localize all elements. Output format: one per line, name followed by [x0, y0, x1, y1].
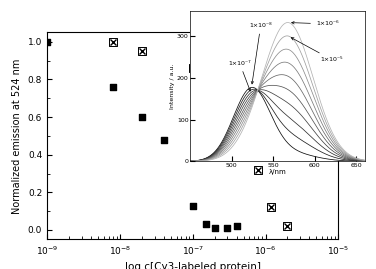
- Point: [241, 139, 247, 144]
- Point: [233, 224, 240, 228]
- Point: [44, 40, 50, 44]
- Point: [161, 137, 167, 142]
- Point: [224, 96, 230, 100]
- Text: 1×10⁻⁵: 1×10⁻⁵: [291, 38, 343, 62]
- Point: [212, 226, 218, 230]
- Text: 1×10⁻⁸: 1×10⁻⁸: [249, 23, 272, 84]
- Point: [190, 66, 196, 70]
- Text: 1×10⁻⁷: 1×10⁻⁷: [229, 61, 251, 91]
- Point: [203, 222, 209, 226]
- Point: [285, 224, 291, 228]
- Point: [110, 85, 116, 89]
- Point: [139, 115, 145, 119]
- Text: 1×10⁻⁶: 1×10⁻⁶: [292, 22, 338, 26]
- Point: [139, 49, 145, 53]
- Point: [255, 168, 261, 172]
- Point: [110, 40, 116, 44]
- X-axis label: log c[Cy3-labeled protein]: log c[Cy3-labeled protein]: [125, 262, 261, 269]
- Y-axis label: Intensity / a.u.: Intensity / a.u.: [170, 63, 175, 109]
- Y-axis label: Normalized emission at 524 nm: Normalized emission at 524 nm: [12, 58, 22, 214]
- Point: [268, 205, 274, 210]
- Point: [190, 203, 196, 208]
- X-axis label: λ/nm: λ/nm: [268, 169, 286, 175]
- Point: [224, 226, 230, 230]
